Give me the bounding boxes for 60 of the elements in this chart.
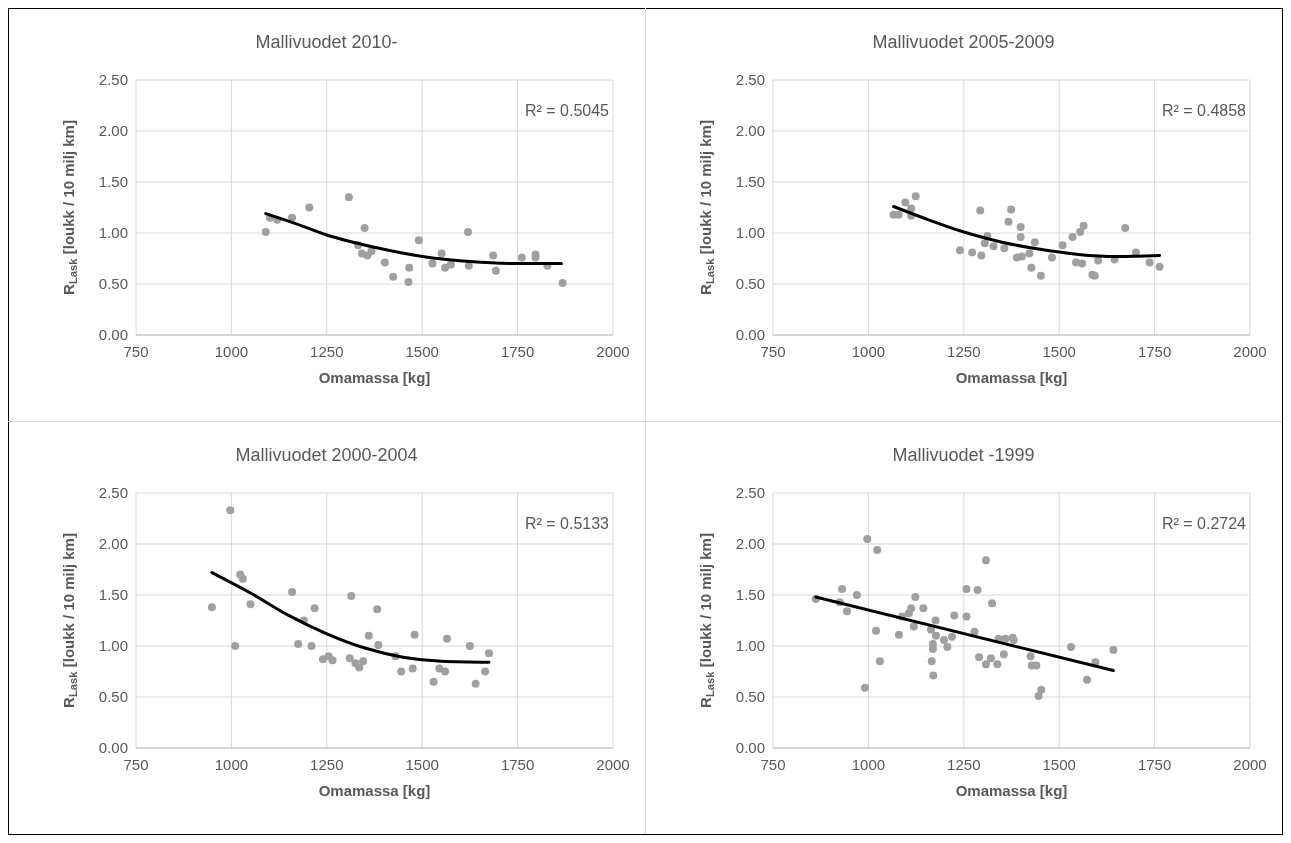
y-tick-label: 2.50	[735, 71, 765, 88]
y-tick-label: 1.00	[735, 224, 765, 241]
y-tick-label: 2.50	[735, 484, 765, 501]
x-tick-label: 1750	[1137, 756, 1172, 773]
y-tick-label: 2.00	[98, 535, 128, 552]
y-tick-label: 0.50	[98, 688, 128, 705]
x-axis-title: Omamassa [kg]	[955, 782, 1068, 799]
y-tick-label: 0.50	[735, 688, 765, 705]
x-tick-label: 1750	[500, 343, 535, 360]
annotation: R² = 0.5045	[524, 102, 610, 119]
chart-title: Mallivuodet 2005-2009	[872, 32, 1055, 52]
y-tick-label: 2.00	[98, 122, 128, 139]
x-tick-label: 1500	[405, 343, 439, 360]
y-tick-label: 0.00	[735, 326, 765, 343]
y-tick-label: 0.50	[98, 275, 128, 292]
annotation: R² = 0.5133	[524, 515, 610, 532]
x-tick-label: 750	[123, 756, 149, 773]
x-tick-label: 1250	[310, 756, 344, 773]
x-tick-label: 750	[760, 756, 786, 773]
x-tick-label: 1750	[1137, 343, 1172, 360]
x-tick-label: 1500	[1042, 756, 1076, 773]
x-tick-label: 2000	[1233, 756, 1267, 773]
x-axis-title: Omamassa [kg]	[318, 782, 431, 799]
chart-title: Mallivuodet -1999	[892, 445, 1035, 465]
chart-title: Mallivuodet 2010-	[255, 32, 398, 52]
x-tick-label: 1000	[214, 756, 249, 773]
x-tick-label: 1250	[947, 756, 981, 773]
y-tick-label: 2.00	[735, 122, 765, 139]
x-tick-label: 750	[123, 343, 149, 360]
x-tick-label: 1500	[405, 756, 439, 773]
x-tick-label: 2000	[596, 756, 630, 773]
x-tick-label: 1000	[214, 343, 249, 360]
x-axis-title: Omamassa [kg]	[318, 369, 431, 386]
y-tick-label: 1.50	[735, 173, 765, 190]
y-tick-label: 0.00	[98, 739, 128, 756]
chart-title: Mallivuodet 2000-2004	[235, 445, 418, 465]
x-tick-label: 1000	[851, 756, 886, 773]
y-tick-label: 2.50	[98, 71, 128, 88]
x-tick-label: 1500	[1042, 343, 1076, 360]
x-tick-label: 2000	[1233, 343, 1267, 360]
y-tick-label: 1.50	[98, 586, 128, 603]
x-tick-label: 1000	[851, 343, 886, 360]
y-tick-label: 0.50	[735, 275, 765, 292]
y-tick-label: 1.50	[735, 586, 765, 603]
x-axis-title: Omamassa [kg]	[955, 369, 1068, 386]
annotation: R² = 0.2724	[1161, 515, 1247, 532]
y-tick-label: 1.00	[98, 224, 128, 241]
y-tick-label: 1.00	[98, 637, 128, 654]
x-tick-label: 2000	[596, 343, 630, 360]
y-tick-label: 0.00	[735, 739, 765, 756]
y-tick-label: 2.50	[98, 484, 128, 501]
y-tick-label: 1.00	[735, 637, 765, 654]
y-tick-label: 0.00	[98, 326, 128, 343]
y-tick-label: 2.00	[735, 535, 765, 552]
y-tick-label: 1.50	[98, 173, 128, 190]
x-tick-label: 1250	[310, 343, 344, 360]
x-tick-label: 1250	[947, 343, 981, 360]
x-tick-label: 750	[760, 343, 786, 360]
annotation: R² = 0.4858	[1161, 102, 1247, 119]
x-tick-label: 1750	[500, 756, 535, 773]
